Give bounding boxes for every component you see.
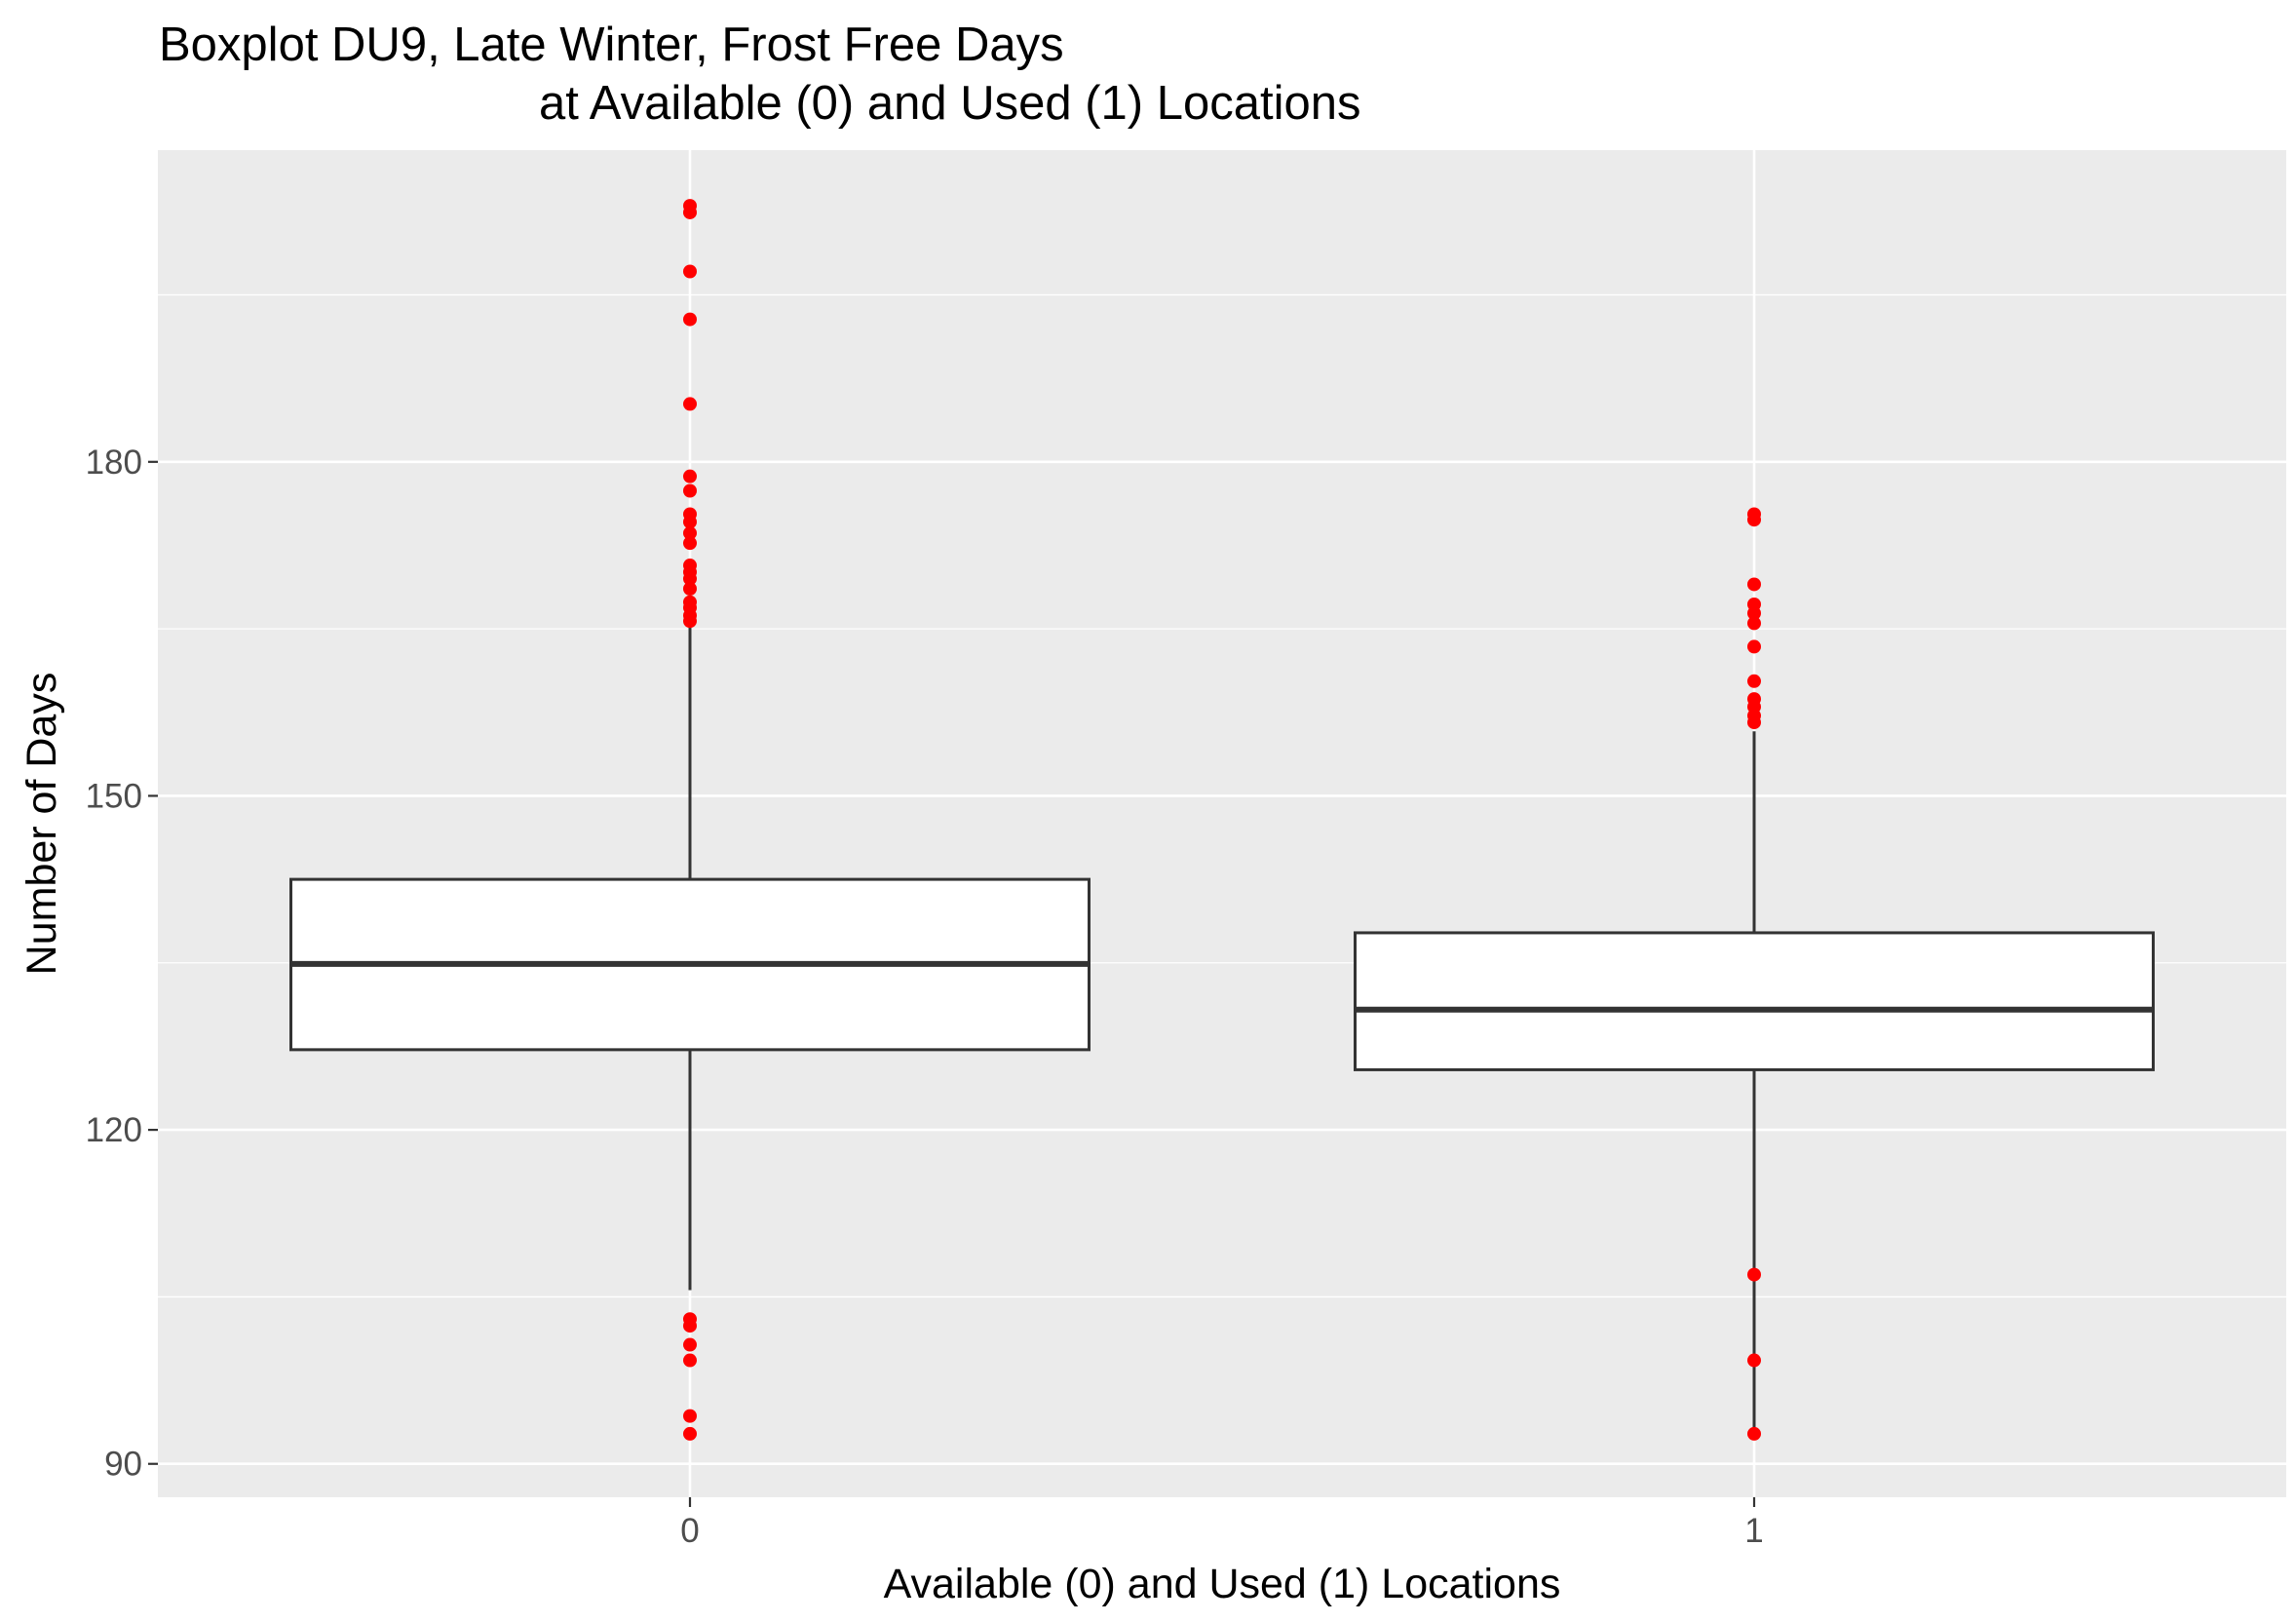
outlier-point-0-18	[683, 483, 697, 498]
y-axis: 90 120 150 180	[86, 444, 158, 1484]
chart-title-line-2: at Available (0) and Used (1) Locations	[539, 77, 1360, 130]
outlier-point-0-17	[683, 507, 697, 522]
outlier-point-0-14	[683, 536, 697, 551]
outlier-point-0-20	[683, 397, 697, 411]
outlier-point-1-12	[1747, 577, 1761, 592]
panel-background	[158, 150, 2286, 1497]
box-group-0	[289, 199, 1091, 1441]
box-iqr-1	[1354, 931, 2155, 1071]
outlier-point-1-7	[1747, 674, 1761, 688]
outlier-point-0-24	[683, 199, 697, 213]
outlier-point-1-8	[1747, 639, 1761, 654]
outlier-point-1-0	[1747, 1426, 1761, 1441]
outlier-point-0-21	[683, 312, 697, 327]
outlier-point-0-2	[683, 1353, 697, 1368]
y-tick-label-90: 90	[104, 1446, 142, 1484]
x-tick-label-0: 0	[680, 1512, 699, 1550]
outlier-point-0-15	[683, 525, 697, 540]
outlier-point-0-3	[683, 1337, 697, 1352]
outlier-point-1-2	[1747, 1267, 1761, 1282]
outlier-point-0-9	[683, 595, 697, 609]
chart-title-line-1: Boxplot DU9, Late Winter, Frost Free Day…	[159, 19, 1064, 71]
outlier-point-0-19	[683, 469, 697, 483]
outlier-point-0-10	[683, 582, 697, 597]
outlier-point-0-0	[683, 1426, 697, 1441]
plot-panel	[158, 150, 2286, 1497]
y-tick-label-120: 120	[86, 1111, 142, 1149]
boxes	[289, 199, 2155, 1441]
outlier-point-0-13	[683, 559, 697, 573]
outlier-point-1-11	[1747, 597, 1761, 611]
outlier-point-0-1	[683, 1409, 697, 1423]
outlier-point-0-22	[683, 264, 697, 279]
outlier-point-1-6	[1747, 692, 1761, 707]
outlier-point-1-14	[1747, 507, 1761, 522]
outlier-point-0-5	[683, 1312, 697, 1327]
x-axis-title: Available (0) and Used (1) Locations	[884, 1561, 1561, 1607]
y-tick-label-180: 180	[86, 444, 142, 482]
y-axis-title: Number of Days	[19, 673, 65, 976]
outlier-point-1-1	[1747, 1353, 1761, 1368]
outlier-point-1-9	[1747, 616, 1761, 631]
x-tick-label-1: 1	[1744, 1512, 1763, 1550]
box-group-1	[1354, 507, 2155, 1441]
y-tick-label-150: 150	[86, 777, 142, 815]
